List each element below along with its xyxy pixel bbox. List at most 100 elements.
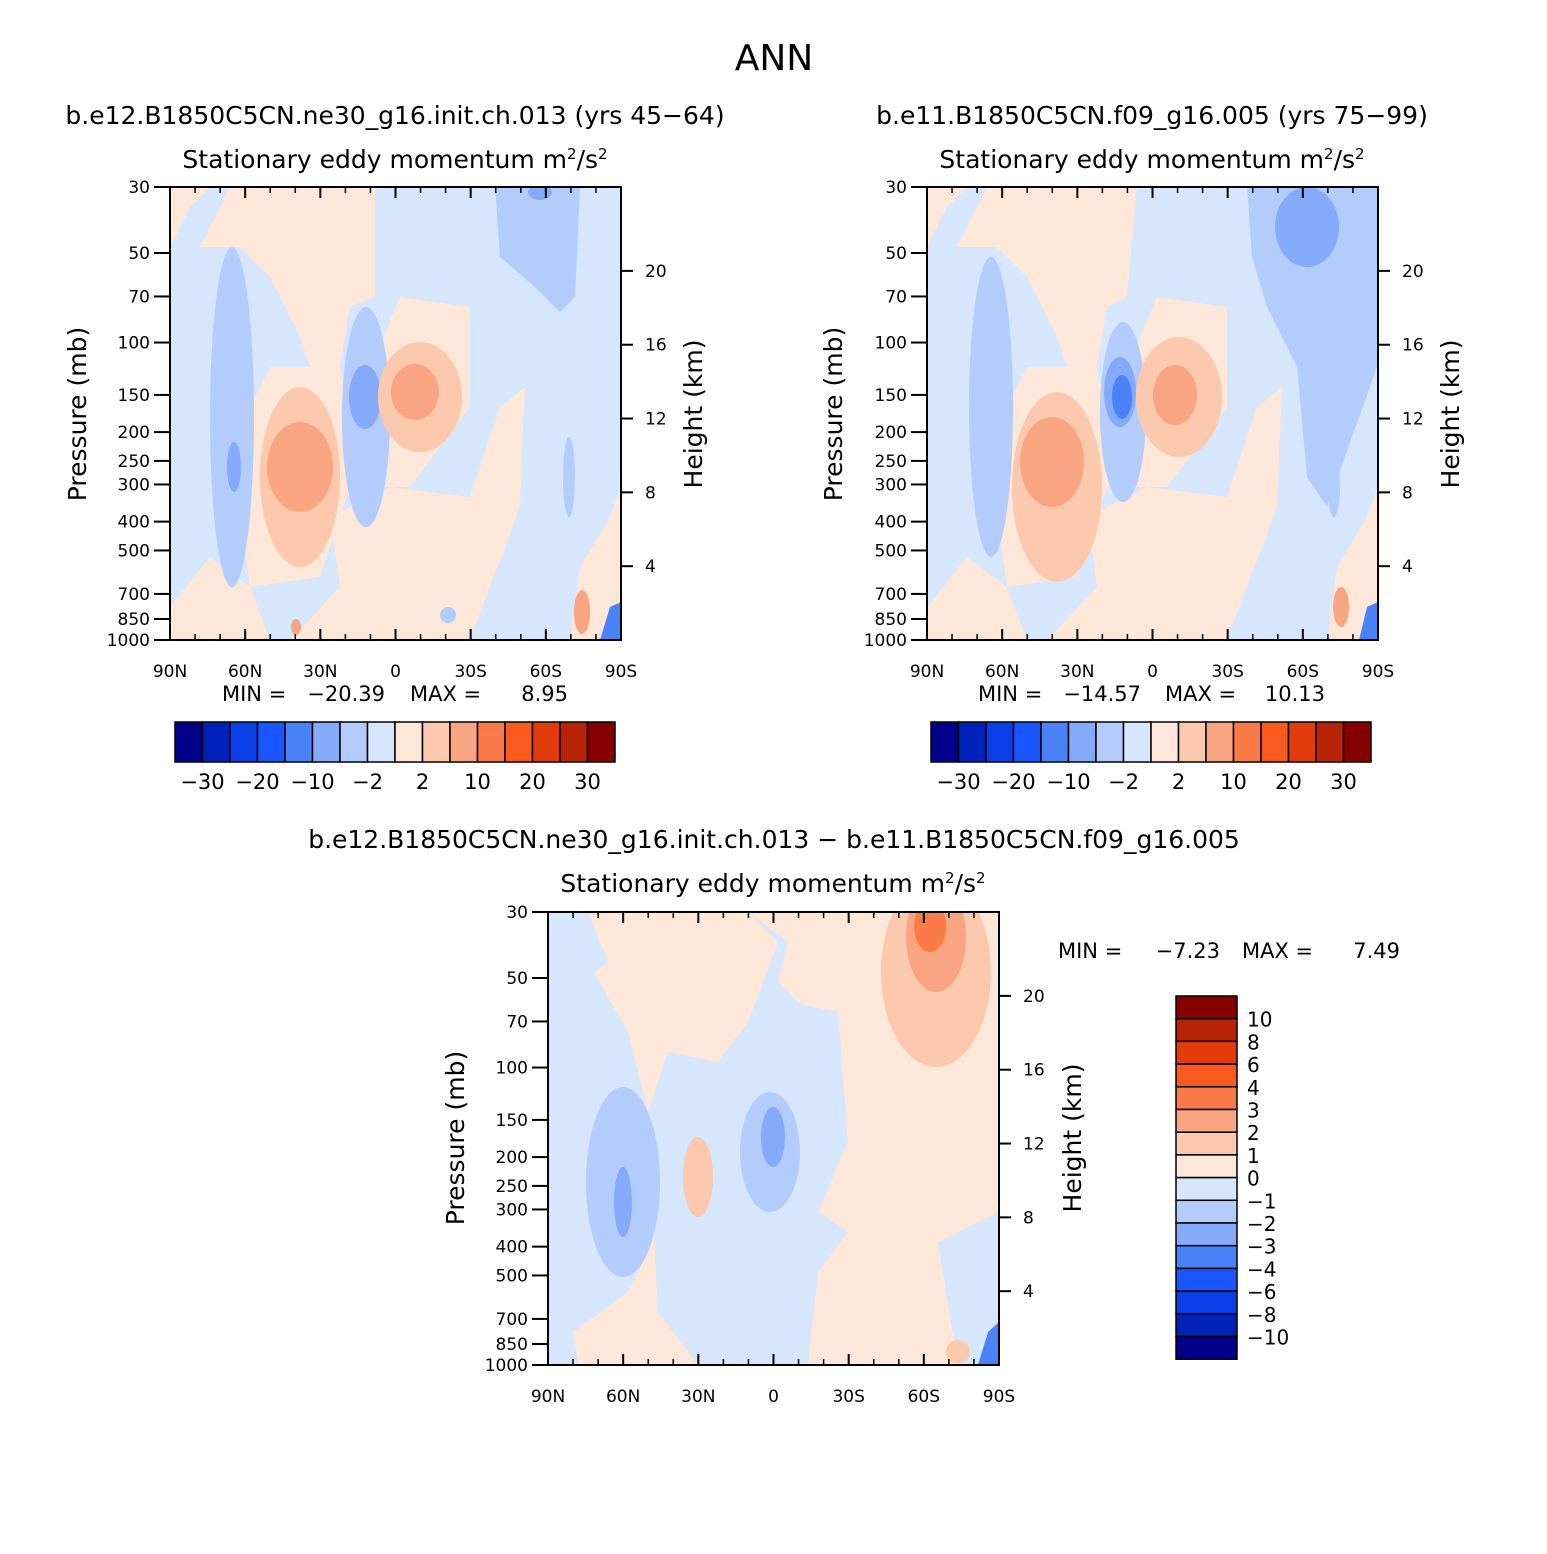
- y2-tick-label: 16: [645, 336, 667, 356]
- y-tick-label: 300: [496, 1200, 528, 1220]
- x-tick-label: 90S: [983, 1387, 1015, 1407]
- colorbar-swatch: [1175, 1176, 1238, 1202]
- y2-tick-label: 4: [1023, 1282, 1034, 1302]
- colorbar-swatch: [1175, 1222, 1238, 1247]
- y-tick-label: 150: [875, 386, 907, 406]
- colorbar-swatch: [1095, 721, 1125, 763]
- colorbar-swatch: [1287, 721, 1317, 763]
- colorbar-swatch: [174, 721, 204, 763]
- y-tick-label: 250: [118, 452, 150, 472]
- colorbar-swatch: [1205, 721, 1235, 763]
- colorbar-swatch: [1175, 1290, 1238, 1315]
- colorbar-swatch: [559, 721, 589, 763]
- colorbar-label: −30: [180, 770, 224, 794]
- colorbar-label: 20: [1275, 770, 1302, 794]
- colorbar-swatch: [1315, 721, 1345, 763]
- contour-region: [927, 187, 967, 247]
- colorbar-swatch: [531, 721, 561, 763]
- x-tick-label: 90N: [910, 662, 944, 682]
- contour-region: [1275, 187, 1339, 267]
- panel-1-title: Stationary eddy momentum m2/s2: [182, 145, 607, 174]
- y-tick-label: 150: [496, 1111, 528, 1131]
- x-tick-label: 30N: [681, 1387, 715, 1407]
- x-tick-label: 30N: [1060, 662, 1094, 682]
- y-tick-label: 100: [118, 334, 150, 354]
- contour-region: [574, 590, 590, 634]
- x-tick-label: 30S: [1211, 662, 1243, 682]
- colorbar-label: −2: [1247, 1212, 1276, 1236]
- contour-region: [355, 380, 375, 424]
- colorbar-swatch: [1177, 721, 1207, 763]
- x-tick-label: 60N: [985, 662, 1019, 682]
- contour-region: [291, 619, 301, 635]
- y-tick-label: 700: [875, 585, 907, 605]
- x-tick-label: 90S: [605, 662, 637, 682]
- contour-region: [548, 912, 608, 1032]
- colorbar-swatch: [1175, 1335, 1238, 1360]
- y-tick-label: 100: [496, 1059, 528, 1079]
- y-tick-label: 30: [506, 903, 528, 923]
- colorbar-label: 2: [1172, 770, 1185, 794]
- x-tick-label: 60N: [606, 1387, 640, 1407]
- colorbar-label: −8: [1247, 1303, 1276, 1327]
- x-tick-label: 0: [768, 1387, 779, 1407]
- colorbar-label: 10: [464, 770, 491, 794]
- colorbar-swatch: [229, 721, 259, 763]
- colorbar-label: 30: [574, 770, 601, 794]
- contour-region: [914, 912, 946, 952]
- y-tick-label: 30: [885, 178, 907, 198]
- panel-3-case-title: b.e12.B1850C5CN.ne30_g16.init.ch.013 − b…: [308, 825, 1240, 854]
- panel-3-axes: 90N 60N 30N 0 30S 60S 90S 30 50 70 100 150 200 250 300…: [485, 903, 1045, 1407]
- panel-2-max-value: 10.13: [1265, 682, 1325, 706]
- y-tick-label: 70: [885, 287, 907, 307]
- colorbar-swatch: [1067, 721, 1097, 763]
- contour-region: [946, 1340, 970, 1364]
- y-tick-label: 50: [506, 969, 528, 989]
- colorbar-label: 20: [519, 770, 546, 794]
- colorbar-swatch: [1175, 1063, 1238, 1088]
- y-tick-label: 1000: [107, 631, 150, 651]
- colorbar-swatch: [449, 721, 479, 763]
- contour-region: [495, 187, 580, 312]
- colorbar-swatch: [504, 721, 534, 763]
- colorbar-label: −1: [1247, 1189, 1276, 1213]
- y-tick-label: 400: [118, 513, 150, 533]
- y-tick-label: 300: [118, 475, 150, 495]
- contour-region: [573, 912, 778, 1365]
- panel-3-min-value: −7.23: [1156, 939, 1220, 963]
- contour-region: [761, 1107, 785, 1167]
- colorbar-swatch: [339, 721, 369, 763]
- y-tick-label: 250: [496, 1177, 528, 1197]
- y2-tick-label: 16: [1023, 1061, 1045, 1081]
- x-tick-label: 90S: [1362, 662, 1394, 682]
- y-tick-label: 1000: [485, 1356, 528, 1376]
- y-tick-label: 400: [496, 1238, 528, 1258]
- page-title: ANN: [735, 38, 814, 79]
- colorbar-label: 2: [1247, 1121, 1260, 1145]
- panel-2-min-label: MIN =: [978, 682, 1042, 706]
- colorbar-swatch: [366, 721, 396, 763]
- colorbar-swatch: [1150, 721, 1180, 763]
- contour-region: [1247, 187, 1377, 507]
- colorbar-swatch: [311, 721, 341, 763]
- chart-subtitle: Stationary eddy momentum m2/s2: [560, 869, 985, 898]
- panel-3-min-label: MIN =: [1058, 939, 1122, 963]
- contour-region: [1047, 387, 1282, 640]
- colorbar-swatch: [1342, 721, 1372, 763]
- colorbar-swatch: [1232, 721, 1262, 763]
- colorbar-swatch: [394, 721, 424, 763]
- colorbar-label: −2: [1108, 770, 1139, 794]
- colorbar-swatch: [1175, 1108, 1238, 1133]
- panel-2-y2label: Height (km): [1436, 340, 1465, 489]
- y2-tick-label: 20: [1402, 262, 1424, 282]
- y-tick-label: 700: [118, 585, 150, 605]
- panel-1-ylabel: Pressure (mb): [63, 327, 92, 501]
- colorbar-swatch: [586, 721, 616, 763]
- colorbar-swatch: [1260, 721, 1290, 763]
- colorbar-swatch: [201, 721, 231, 763]
- panel-2-max-label: MAX =: [1165, 682, 1236, 706]
- y-tick-label: 1000: [864, 631, 907, 651]
- contour-region: [683, 1137, 713, 1217]
- colorbar-label: 2: [416, 770, 429, 794]
